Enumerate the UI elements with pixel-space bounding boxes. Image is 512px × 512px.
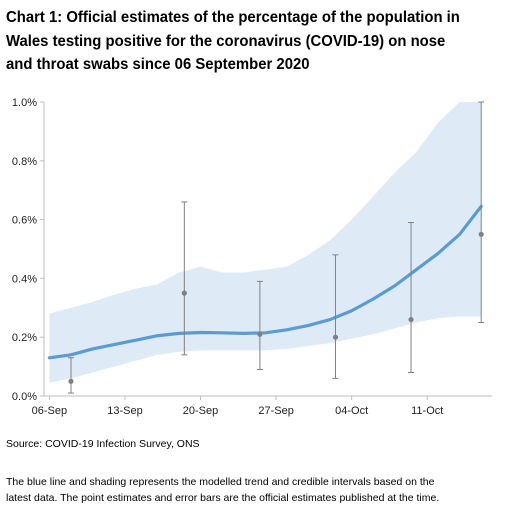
y-tick-label: 0.8% [12, 156, 37, 168]
official-estimate-point [408, 316, 414, 323]
chart: 0.0% 0.2% 0.4% 0.6% 0.8% 1.0% 06-Sep 13-Sep 20-S… [12, 97, 492, 417]
footnote-line: The blue line and shading represents the… [6, 476, 435, 488]
chart-title-line: Wales testing positive for the coronavir… [6, 32, 446, 50]
x-tick-label: 11-Oct [411, 405, 443, 417]
official-estimate-point [68, 378, 74, 384]
official-estimate-point [181, 290, 187, 296]
y-tick-label: 0.4% [12, 273, 37, 285]
x-tick-label: 04-Oct [335, 405, 368, 417]
chart-title-line: and throat swabs since 06 September 2020 [6, 56, 310, 73]
official-estimate-point [332, 334, 339, 340]
official-estimate-point [478, 231, 484, 237]
y-tick-label: 0.0% [12, 391, 37, 403]
y-tick-label: 0.2% [12, 332, 37, 344]
footnote-line: latest data. The point estimates and err… [6, 492, 440, 504]
chart-source: Source: COVID-19 Infection Survey, ONS [6, 438, 200, 450]
chart-footnote: The blue line and shading represents the… [6, 474, 506, 506]
x-tick-label: 06-Sep [32, 405, 67, 417]
official-estimate-point [257, 331, 263, 337]
y-tick-label: 0.6% [12, 215, 37, 227]
y-tick-label: 1.0% [12, 97, 37, 109]
x-tick-label: 13-Sep [107, 405, 142, 417]
x-tick-label: 27-Sep [258, 405, 293, 417]
x-tick-label: 20-Sep [183, 405, 218, 417]
chart-title: Chart 1: Official estimates of the perce… [6, 6, 471, 77]
chart-title-line: Chart 1: Official estimates of the perce… [6, 9, 460, 26]
credible-interval-band [49, 102, 482, 383]
modelled-trend-line [47, 204, 483, 360]
